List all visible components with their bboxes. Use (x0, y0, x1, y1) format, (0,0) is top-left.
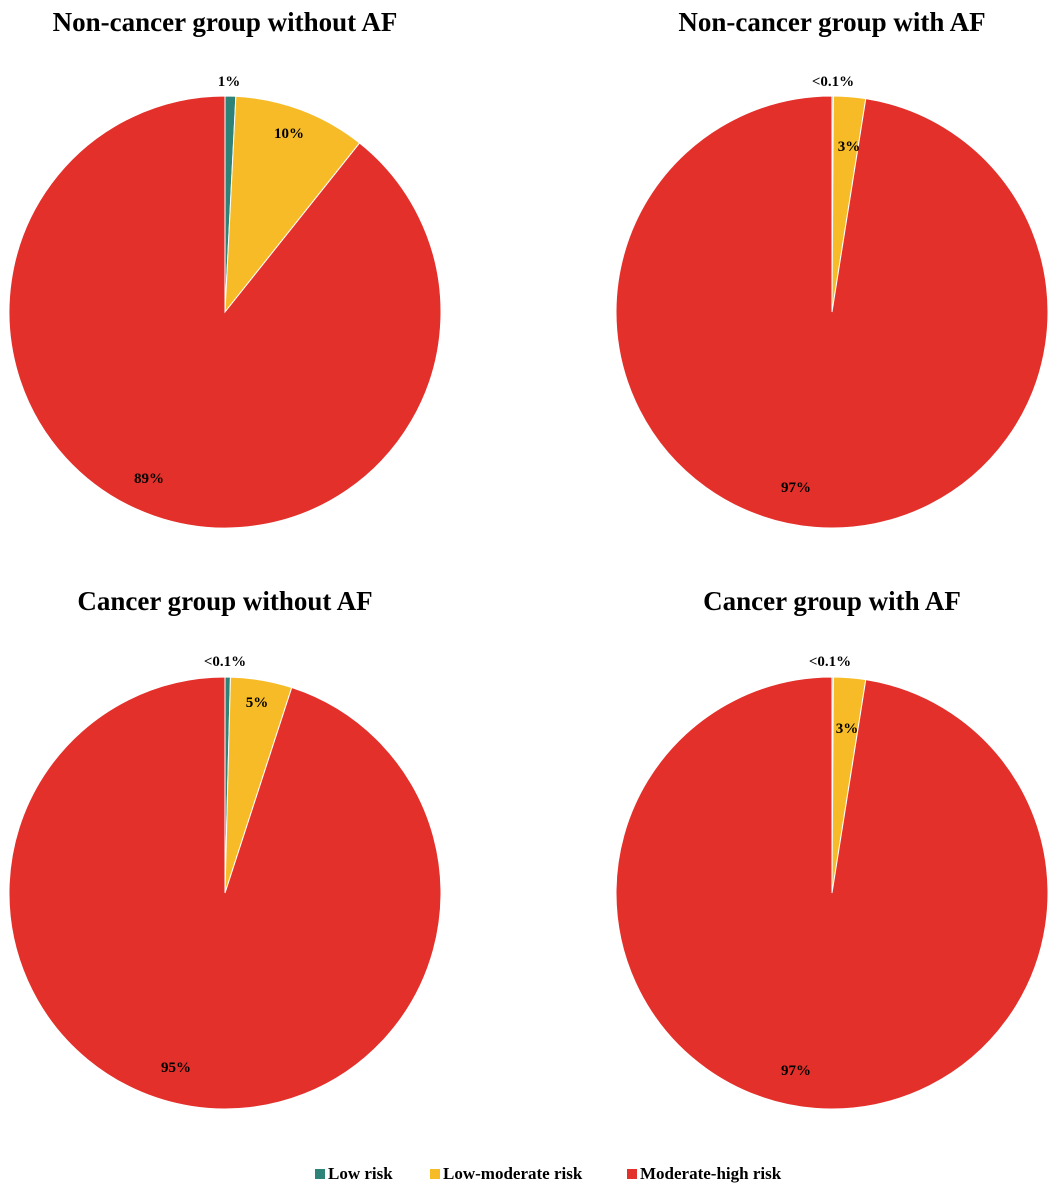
legend-label-low-moderate: Low-moderate risk (443, 1164, 583, 1183)
data-label-pie2-moderate-high: 97% (781, 480, 811, 496)
data-label-pie3-low-moderate: 5% (246, 695, 269, 711)
data-label-pie3-moderate-high: 95% (161, 1060, 191, 1076)
pie-chart-non-cancer-with-af (615, 95, 1049, 529)
chart-title-4: Cancer group with AF (703, 586, 961, 616)
legend-label-moderate-high: Moderate-high risk (640, 1164, 782, 1183)
pie4-slice-moderate-high (615, 676, 1049, 1110)
data-label-pie3-low: <0.1% (204, 654, 246, 670)
pie-chart-cancer-with-af (615, 676, 1049, 1110)
data-label-pie1-low: 1% (218, 74, 241, 90)
pie1-slice-moderate-high (8, 95, 442, 529)
pie-chart-non-cancer-without-af (8, 95, 442, 529)
chart-title-2: Non-cancer group with AF (678, 7, 985, 37)
pie2-slice-moderate-high (615, 95, 1049, 529)
data-label-pie1-moderate-high: 89% (134, 471, 164, 487)
chart-title-1: Non-cancer group without AF (53, 7, 398, 37)
chart-title-3: Cancer group without AF (77, 586, 372, 616)
data-label-pie2-low: <0.1% (812, 74, 854, 90)
legend-swatch-low-moderate (430, 1169, 440, 1179)
data-label-pie2-low-moderate: 3% (838, 139, 861, 155)
data-label-pie1-low-moderate: 10% (274, 126, 304, 142)
pie-chart-cancer-without-af (8, 676, 442, 1110)
data-label-pie4-low-moderate: 3% (836, 721, 859, 737)
legend-swatch-moderate-high (627, 1169, 637, 1179)
data-label-pie4-moderate-high: 97% (781, 1063, 811, 1079)
legend-label-low: Low risk (328, 1164, 393, 1183)
data-label-pie4-low: <0.1% (809, 654, 851, 670)
pie1-slice-low-moderate (224, 95, 361, 314)
pie3-slice-moderate-high (8, 676, 442, 1110)
legend-swatch-low (315, 1169, 325, 1179)
legend: Low risk Low-moderate risk Moderate-high… (315, 1164, 782, 1183)
